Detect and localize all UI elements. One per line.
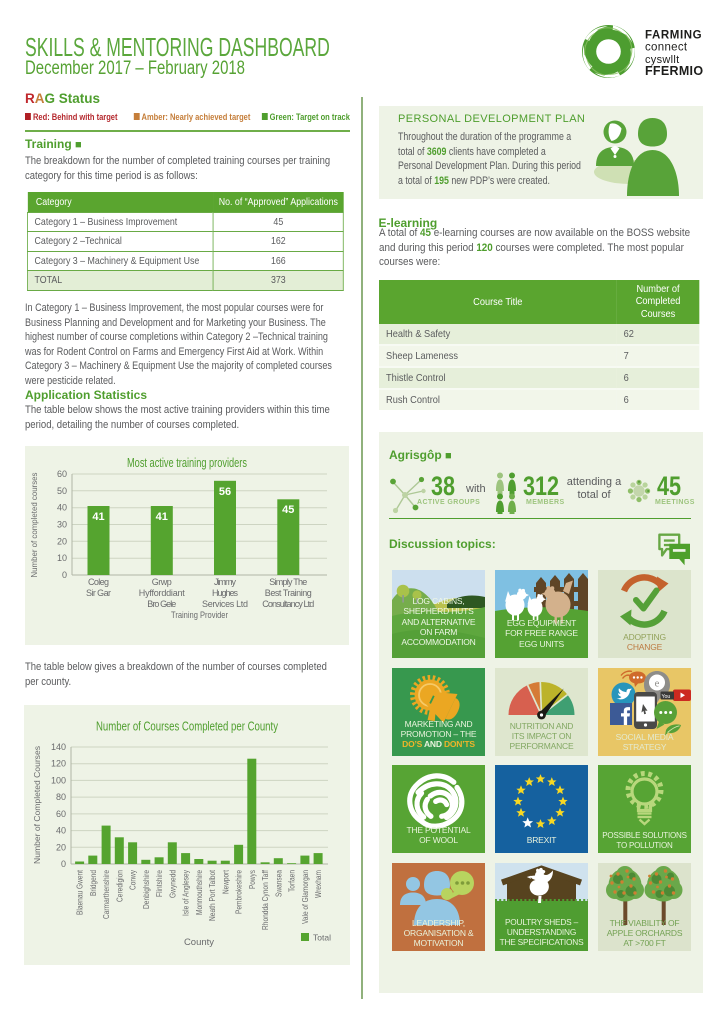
svg-text:0: 0	[61, 859, 66, 869]
svg-text:cyswllt: cyswllt	[645, 54, 680, 66]
svg-text:60: 60	[57, 469, 67, 479]
svg-text:Flintshire: Flintshire	[155, 870, 164, 897]
svg-text:e: e	[655, 678, 660, 689]
svg-text:Hughes: Hughes	[212, 588, 239, 598]
svg-text:50: 50	[57, 486, 67, 496]
svg-text:Number of Completed Courses: Number of Completed Courses	[32, 746, 42, 864]
svg-text:Torfaen: Torfaen	[288, 870, 297, 892]
svg-text:Coleg: Coleg	[88, 577, 109, 587]
svg-text:County: County	[184, 937, 214, 948]
svg-text:You: You	[662, 694, 671, 700]
svg-text:Denbighshire: Denbighshire	[142, 870, 151, 909]
svg-text:Conwy: Conwy	[129, 870, 138, 890]
svg-text:30: 30	[57, 520, 67, 530]
svg-text:Blaenau Gwent: Blaenau Gwent	[76, 869, 85, 915]
svg-text:10: 10	[57, 553, 67, 563]
svg-text:41: 41	[92, 511, 104, 523]
svg-text:Newport: Newport	[221, 869, 230, 894]
svg-text:FARMING: FARMING	[645, 30, 702, 42]
svg-text:56: 56	[219, 486, 231, 498]
svg-text:Simply The: Simply The	[269, 577, 307, 587]
svg-text:Consultancy Ltd: Consultancy Ltd	[262, 599, 314, 609]
svg-text:Total: Total	[313, 933, 331, 943]
svg-text:Most active training providers: Most active training providers	[127, 456, 247, 470]
svg-text:41: 41	[156, 511, 168, 523]
svg-text:45: 45	[282, 504, 294, 516]
svg-text:20: 20	[56, 842, 66, 852]
svg-text:connect: connect	[645, 42, 688, 54]
svg-text:120: 120	[51, 759, 66, 769]
svg-text:Training Provider: Training Provider	[171, 610, 228, 621]
svg-text:Jimmy: Jimmy	[214, 577, 237, 587]
svg-text:0: 0	[62, 570, 67, 580]
svg-text:100: 100	[51, 775, 66, 785]
svg-text:Best Training: Best Training	[265, 588, 312, 598]
svg-text:Carmarthenshire: Carmarthenshire	[102, 870, 111, 919]
svg-text:Hyfforddiant: Hyfforddiant	[139, 588, 185, 598]
svg-text:Gwynedd: Gwynedd	[168, 870, 177, 898]
svg-text:Powys: Powys	[248, 870, 257, 889]
svg-text:60: 60	[56, 809, 66, 819]
svg-text:Neath Port Talbot: Neath Port Talbot	[208, 869, 217, 921]
svg-text:Grwp: Grwp	[152, 577, 172, 587]
svg-text:Services Ltd: Services Ltd	[202, 599, 248, 609]
svg-text:Sir Gar: Sir Gar	[86, 588, 111, 598]
svg-text:Number of completed courses: Number of completed courses	[29, 473, 39, 578]
svg-text:Swansea: Swansea	[274, 870, 283, 897]
svg-text:Rhondda Cynon Taff: Rhondda Cynon Taff	[261, 869, 270, 930]
svg-text:Pembrokeshire: Pembrokeshire	[235, 870, 244, 914]
svg-text:40: 40	[56, 826, 66, 836]
svg-text:40: 40	[57, 503, 67, 513]
svg-text:Ceredigion: Ceredigion	[115, 870, 124, 902]
svg-text:Bridgend: Bridgend	[89, 870, 98, 896]
svg-text:Number of Courses Completed pe: Number of Courses Completed per County	[96, 720, 279, 734]
svg-text:140: 140	[51, 742, 66, 752]
svg-text:FFERMIO: FFERMIO	[645, 64, 703, 78]
svg-text:Wrexham: Wrexham	[314, 870, 323, 898]
svg-text:20: 20	[57, 536, 67, 546]
svg-text:Bro Gele: Bro Gele	[147, 599, 176, 609]
svg-text:Isle of Anglesey: Isle of Anglesey	[182, 870, 191, 916]
svg-text:Monmouthshire: Monmouthshire	[195, 870, 204, 915]
svg-text:80: 80	[56, 792, 66, 802]
svg-text:Vale of Glamorgan: Vale of Glamorgan	[301, 870, 310, 924]
